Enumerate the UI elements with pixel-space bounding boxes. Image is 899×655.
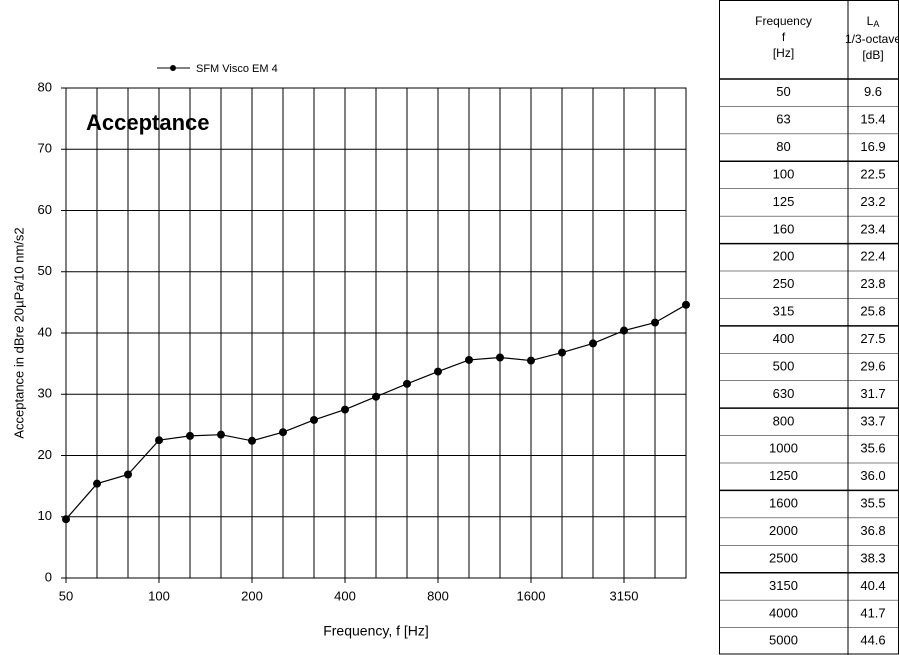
table-cell: 22.5 — [860, 166, 885, 181]
x-axis-label: Frequency, f [Hz] — [323, 623, 429, 639]
table-cell: 2000 — [769, 523, 798, 538]
data-point — [62, 515, 70, 524]
table-cell: 35.5 — [860, 496, 885, 511]
x-tick-label: 400 — [334, 588, 356, 603]
data-point — [403, 379, 411, 388]
table-cell: 27.5 — [860, 331, 885, 346]
data-point — [558, 348, 566, 357]
table-cell: 200 — [773, 249, 795, 264]
x-tick-label: 800 — [427, 588, 449, 603]
plot-frame — [65, 87, 687, 579]
x-tick-label: 3150 — [610, 588, 639, 603]
data-point — [682, 300, 690, 309]
table-cell: 1250 — [769, 468, 798, 483]
table-cell: 36.8 — [860, 523, 885, 538]
table-cell: 25.8 — [860, 304, 885, 319]
annotation: Acceptance — [86, 110, 210, 135]
table-header: [Hz] — [773, 46, 794, 60]
x-tick-label: 100 — [148, 588, 170, 603]
y-tick-label: 30 — [38, 386, 52, 401]
table-cell: 500 — [773, 358, 795, 373]
table-cell: 22.4 — [860, 249, 885, 264]
table-cell: 38.3 — [860, 550, 885, 565]
data-point — [651, 318, 659, 327]
data-point — [372, 392, 380, 401]
table-cell: 31.7 — [860, 386, 885, 401]
data-point — [527, 356, 535, 365]
y-axis-label: Acceptance in dBre 20µPa/10 nm/s2 — [11, 227, 26, 438]
table-cell: 4000 — [769, 605, 798, 620]
table-header: Frequency — [755, 14, 812, 28]
table-cell: 16.9 — [860, 139, 885, 154]
table-cell: 36.0 — [860, 468, 885, 483]
table-header-symbol: L — [867, 14, 874, 28]
table-cell: 1000 — [769, 441, 798, 456]
legend-marker — [170, 65, 176, 71]
table-cell: 2500 — [769, 550, 798, 565]
data-point — [186, 431, 194, 440]
data-point — [93, 479, 101, 488]
y-tick-label: 80 — [38, 79, 52, 94]
table-cell: 800 — [773, 413, 795, 428]
table-cell: 23.8 — [860, 276, 885, 291]
table-cell: 630 — [773, 386, 795, 401]
data-point — [217, 430, 225, 439]
table-cell: 29.6 — [860, 358, 885, 373]
legend-label: SFM Visco EM 4 — [196, 63, 278, 75]
table-header: f — [782, 30, 786, 44]
y-tick-label: 10 — [38, 508, 52, 523]
table-header: LA — [867, 14, 880, 29]
data-point — [434, 367, 442, 376]
table-header: [dB] — [862, 48, 883, 62]
table-cell: 9.6 — [864, 84, 882, 99]
data-point — [279, 428, 287, 437]
y-tick-label: 20 — [38, 447, 52, 462]
data-point — [589, 339, 597, 348]
data-point — [341, 405, 349, 414]
table-header-subscript: A — [873, 19, 879, 29]
table-cell: 15.4 — [860, 112, 885, 127]
x-tick-label: 50 — [59, 588, 73, 603]
table-cell: 35.6 — [860, 441, 885, 456]
data-point — [248, 436, 256, 445]
y-tick-label: 70 — [38, 141, 52, 156]
table-cell: 315 — [773, 304, 795, 319]
table-cell: 1600 — [769, 496, 798, 511]
table-cell: 23.2 — [860, 194, 885, 209]
table-cell: 41.7 — [860, 605, 885, 620]
table-cell: 250 — [773, 276, 795, 291]
table-cell: 100 — [773, 166, 795, 181]
table-header: 1/3-octave — [845, 32, 899, 46]
data-point — [465, 355, 473, 364]
table-cell: 63 — [776, 112, 790, 127]
table-cell: 400 — [773, 331, 795, 346]
x-tick-label: 1600 — [517, 588, 546, 603]
table-cell: 23.4 — [860, 221, 885, 236]
table-cell: 5000 — [769, 633, 798, 648]
x-tick-label: 200 — [241, 588, 263, 603]
table-cell: 125 — [773, 194, 795, 209]
table-cell: 50 — [776, 84, 790, 99]
data-point — [496, 353, 504, 362]
y-tick-label: 50 — [38, 263, 52, 278]
table-cell: 33.7 — [860, 413, 885, 428]
table-cell: 40.4 — [860, 578, 885, 593]
table-cell: 3150 — [769, 578, 798, 593]
y-tick-label: 40 — [38, 324, 52, 339]
y-tick-label: 60 — [38, 202, 52, 217]
table-cell: 44.6 — [860, 633, 885, 648]
data-point — [124, 470, 132, 479]
table-cell: 160 — [773, 221, 795, 236]
data-point — [310, 415, 318, 424]
y-tick-label: 0 — [45, 569, 52, 584]
table-cell: 80 — [776, 139, 790, 154]
data-point — [620, 326, 628, 335]
data-point — [155, 436, 163, 445]
